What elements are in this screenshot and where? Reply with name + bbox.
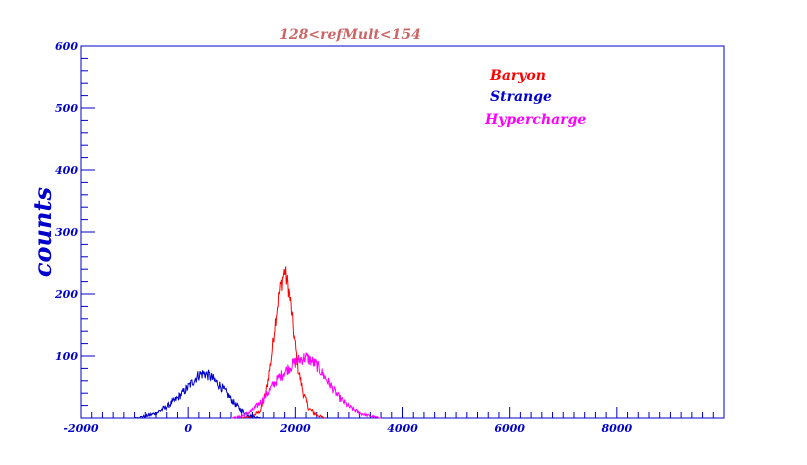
x-tick-label: 2000 [279,422,311,435]
series-line-hypercharge [230,352,382,419]
legend: Baryon Strange Hypercharge [484,68,586,128]
x-axis-ticks [80,407,725,418]
chart-title: 128<refMult<154 [279,27,421,43]
legend-entry-hypercharge: Hypercharge [484,112,586,128]
series-group [134,266,382,419]
y-tick-label: 200 [54,288,78,301]
x-tick-label: 0 [184,422,192,435]
x-tick-label: 6000 [494,422,525,435]
y-tick-label: 400 [55,164,78,177]
plot-frame [80,45,725,419]
y-tick-labels: 100 200 300 400 500 600 [54,40,78,363]
x-tick-labels: -2000 0 2000 4000 6000 8000 [63,422,632,435]
legend-entry-baryon: Baryon [489,68,546,84]
series-line-strange [134,369,264,419]
x-tick-label: -2000 [63,422,99,435]
x-tick-label: 4000 [387,422,418,435]
x-tick-label: 8000 [602,422,633,435]
legend-entry-strange: Strange [490,89,552,105]
y-tick-label: 300 [55,226,78,239]
y-axis-label: counts [28,186,57,277]
y-tick-label: 500 [55,102,78,115]
y-tick-label: 600 [55,40,78,53]
series-line-baryon [241,266,325,419]
y-axis-ticks [81,45,95,419]
y-tick-label: 100 [55,350,78,363]
